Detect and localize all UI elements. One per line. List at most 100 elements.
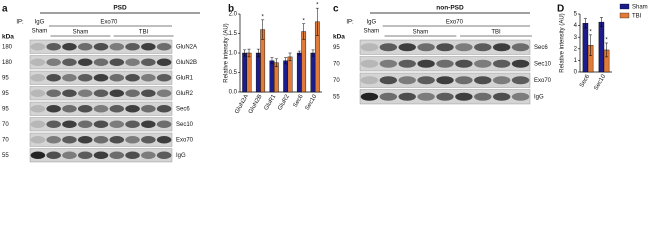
protein-label: Sec10: [176, 122, 194, 128]
blot-band: [141, 135, 156, 144]
protein-label: GluN2B: [176, 60, 197, 66]
error-bar: [288, 52, 292, 62]
marker-label: 180: [2, 44, 13, 50]
significance: *: [589, 29, 592, 35]
blot-band: [398, 59, 416, 68]
blot-band: [141, 73, 156, 82]
bar: [283, 60, 289, 93]
bar: [301, 31, 307, 93]
bar: [273, 62, 279, 93]
blot-band: [455, 59, 473, 68]
x-tick-label: Sec6: [293, 93, 305, 108]
protein-label: Sec6: [176, 106, 190, 112]
group-label: Sham: [413, 30, 429, 36]
blot-band: [62, 104, 77, 113]
error-bar: [256, 48, 260, 58]
blot-band: [511, 43, 530, 52]
blot-band: [77, 42, 93, 51]
error-bar: [589, 34, 593, 57]
y-tick-label: 1.5: [229, 31, 238, 37]
y-tick-label: 1.0: [229, 51, 238, 57]
error-bar: [311, 49, 315, 57]
blot-band: [156, 151, 172, 160]
control-group: Sham: [32, 29, 48, 35]
blot-band: [156, 73, 172, 82]
blot-band: [93, 42, 109, 51]
protein-label: IgG: [534, 94, 544, 100]
blot-band: [109, 42, 125, 51]
blot-band: [77, 151, 93, 160]
blot-band: [141, 104, 156, 113]
blot-band: [30, 104, 46, 113]
blot-band: [156, 89, 172, 98]
y-tick-label: 2.0: [229, 12, 238, 18]
x-tick-label: GluR2: [277, 93, 291, 111]
protein-label: Exo70: [176, 137, 194, 143]
y-tick-label: 1: [574, 58, 578, 64]
blot-band: [30, 89, 46, 98]
blot-band: [436, 43, 454, 52]
blot-band: [474, 76, 492, 85]
blot-band: [62, 42, 77, 51]
blot-band: [379, 76, 398, 85]
blot-band: [62, 151, 77, 160]
blot-band: [492, 43, 511, 52]
bar: [582, 23, 589, 73]
legend-swatch: [619, 3, 630, 10]
blot-band: [125, 135, 140, 144]
y-tick-label: 0: [574, 70, 578, 76]
significance: *: [303, 18, 306, 24]
error-bar: [583, 18, 587, 29]
marker-label: 70: [333, 61, 340, 67]
blot-band: [46, 58, 61, 67]
blot-band: [30, 151, 46, 160]
blot-band: [109, 120, 125, 129]
bar: [242, 52, 248, 93]
blot-band: [46, 120, 61, 129]
marker-label: 70: [333, 78, 340, 84]
blot-band: [109, 135, 125, 144]
error-bar: [270, 57, 274, 65]
error-bar: [302, 23, 306, 40]
error-bar: [605, 42, 609, 58]
blot-band: [398, 92, 416, 101]
marker-label: 95: [333, 45, 340, 51]
blot-band: [417, 92, 435, 101]
protein-label: Sec6: [534, 45, 548, 51]
protein-label: GluN2A: [176, 44, 197, 50]
blot-band: [156, 58, 172, 67]
blot-band: [379, 92, 398, 101]
legend-label: TBI: [632, 13, 642, 19]
marker-label: 95: [2, 75, 9, 81]
blot-strip: [29, 101, 173, 116]
blot-band: [141, 42, 156, 51]
panel-label: D: [557, 4, 564, 15]
y-tick-label: 0.5: [229, 70, 238, 76]
significance: *: [605, 38, 608, 44]
error-bar: [243, 49, 247, 57]
blot-band: [125, 89, 140, 98]
blot-band: [62, 135, 77, 144]
control-label: IgG: [35, 20, 45, 26]
target-label: Exo70: [446, 20, 464, 26]
blot-band: [62, 58, 77, 67]
protein-label: IgG: [176, 153, 186, 159]
blot-band: [455, 43, 473, 52]
ip-label: IP:: [346, 20, 354, 26]
error-bar: [297, 50, 301, 56]
control-group: Sham: [363, 29, 379, 35]
panel-label: a: [2, 4, 8, 15]
control-label: IgG: [366, 20, 376, 26]
blot-band: [77, 120, 93, 129]
blot-band: [77, 58, 93, 67]
unit-label: kDa: [333, 34, 345, 41]
blot-band: [125, 58, 140, 67]
blot-band: [93, 135, 109, 144]
blot-band: [360, 92, 379, 101]
blot-band: [511, 92, 530, 101]
blot-band: [156, 42, 172, 51]
bar: [310, 52, 316, 93]
blot-band: [474, 59, 492, 68]
protein-label: GluR1: [176, 75, 194, 81]
target-label: Exo70: [100, 20, 118, 26]
